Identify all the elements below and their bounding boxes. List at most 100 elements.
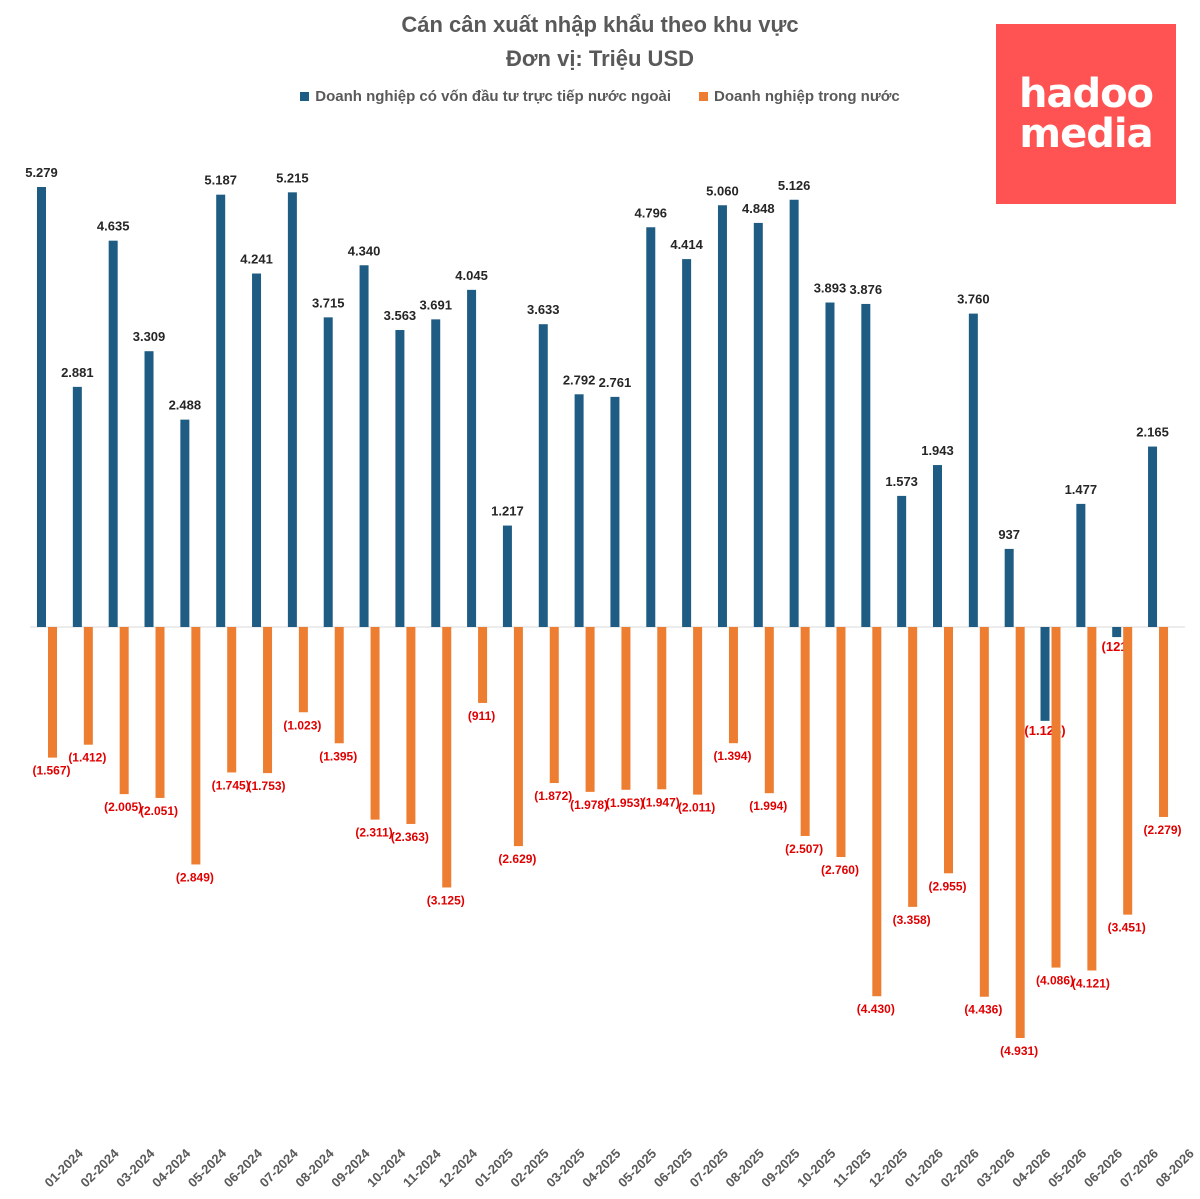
bar-fdi-07-2025 [682, 259, 692, 627]
label-domestic-07-2024: (1.753) [248, 779, 286, 793]
label-fdi-04-2025: 2.792 [563, 372, 596, 387]
logo-line-2: media [1019, 111, 1153, 157]
tick-label-11-2025: 11-2025 [830, 1146, 874, 1190]
label-fdi-08-2026: 2.165 [1136, 425, 1169, 440]
bar-fdi-08-2024 [287, 192, 297, 627]
label-fdi-01-2025: 4.045 [455, 268, 488, 283]
tick-label-08-2025: 08-2025 [722, 1146, 766, 1190]
bar-domestic-08-2026 [1159, 627, 1169, 817]
bar-fdi-03-2026 [968, 313, 978, 627]
legend-swatch-fdi [300, 92, 310, 101]
tick-label-09-2024: 09-2024 [328, 1145, 373, 1190]
label-fdi-02-2025: 1.217 [491, 504, 524, 519]
tick-label-11-2024: 11-2024 [400, 1146, 444, 1190]
label-domestic-04-2025: (1.978) [570, 798, 608, 812]
tick-label-07-2026: 07-2026 [1117, 1146, 1161, 1190]
label-domestic-08-2025: (1.394) [713, 749, 751, 763]
label-domestic-05-2024: (2.849) [176, 870, 214, 884]
tick-label-06-2026: 06-2026 [1081, 1146, 1125, 1190]
label-domestic-06-2026: (4.121) [1072, 976, 1110, 990]
label-domestic-05-2026: (4.086) [1036, 974, 1074, 988]
tick-label-12-2025: 12-2025 [866, 1146, 910, 1190]
tick-label-01-2026: 01-2026 [902, 1146, 946, 1190]
bar-fdi-08-2025 [717, 205, 727, 627]
label-domestic-01-2024: (1.567) [32, 764, 70, 778]
chart-subtitle: Đơn vị: Triệu USD [506, 46, 694, 71]
bar-domestic-10-2025 [800, 627, 810, 836]
label-domestic-01-2026: (3.358) [893, 913, 931, 927]
legend-item-fdi: Doanh nghiệp có vốn đầu tư trực tiếp nướ… [300, 88, 671, 105]
bar-fdi-06-2024 [216, 194, 226, 627]
bar-fdi-10-2024 [359, 265, 369, 627]
label-fdi-03-2025: 3.633 [527, 302, 560, 317]
label-fdi-03-2026: 3.760 [957, 292, 990, 307]
bar-domestic-12-2024 [442, 627, 452, 888]
tick-label-05-2024: 05-2024 [185, 1145, 230, 1190]
bar-fdi-04-2026 [1004, 548, 1014, 627]
tick-label-03-2024: 03-2024 [113, 1145, 158, 1190]
label-fdi-06-2026: 1.477 [1065, 482, 1098, 497]
bar-domestic-06-2024 [227, 627, 237, 773]
label-domestic-07-2026: (3.451) [1108, 921, 1146, 935]
label-fdi-08-2024: 5.215 [276, 170, 309, 185]
bar-domestic-04-2024 [155, 627, 165, 798]
bar-fdi-03-2024 [108, 240, 118, 628]
label-fdi-09-2024: 3.715 [312, 295, 345, 310]
bar-domestic-11-2024 [406, 627, 416, 824]
bar-domestic-08-2025 [728, 627, 738, 744]
label-domestic-03-2024: (2.005) [104, 800, 142, 814]
bar-domestic-11-2025 [836, 627, 846, 858]
tick-label-10-2025: 10-2025 [794, 1146, 838, 1190]
bar-domestic-02-2025 [513, 627, 523, 847]
tick-label-04-2025: 04-2025 [579, 1146, 623, 1190]
tick-label-02-2026: 02-2026 [938, 1146, 982, 1190]
bar-domestic-06-2026 [1087, 627, 1097, 971]
bar-domestic-12-2025 [872, 627, 882, 997]
bar-fdi-04-2025 [574, 394, 584, 627]
bar-domestic-03-2026 [979, 627, 989, 997]
label-fdi-02-2024: 2.881 [61, 365, 94, 380]
label-fdi-01-2024: 5.279 [25, 165, 58, 180]
label-domestic-04-2024: (2.051) [140, 804, 178, 818]
legend-swatch-domestic [699, 92, 709, 101]
label-fdi-08-2025: 5.060 [706, 183, 739, 198]
legend: Doanh nghiệp có vốn đầu tư trực tiếp nướ… [0, 88, 1200, 105]
bar-fdi-08-2026 [1148, 446, 1158, 627]
label-fdi-10-2025: 5.126 [778, 178, 811, 193]
bar-domestic-09-2025 [764, 627, 774, 794]
bar-fdi-05-2025 [610, 396, 620, 627]
tick-label-10-2024: 10-2024 [364, 1145, 409, 1190]
label-domestic-06-2024: (1.745) [212, 778, 250, 792]
tick-label-05-2026: 05-2026 [1045, 1146, 1089, 1190]
label-fdi-06-2025: 4.796 [635, 205, 668, 220]
label-domestic-02-2025: (2.629) [498, 852, 536, 866]
label-fdi-12-2024: 3.691 [419, 297, 452, 312]
label-domestic-06-2025: (1.947) [642, 795, 680, 809]
bar-domestic-07-2025 [693, 627, 703, 795]
bar-fdi-07-2024 [252, 273, 262, 627]
tick-label-06-2025: 06-2025 [651, 1146, 695, 1190]
label-domestic-12-2025: (4.430) [857, 1002, 895, 1016]
tick-label-07-2024: 07-2024 [257, 1145, 302, 1190]
label-fdi-11-2024: 3.563 [384, 308, 417, 323]
bar-domestic-02-2024 [83, 627, 93, 745]
tick-label-08-2026: 08-2026 [1153, 1146, 1197, 1190]
bar-fdi-10-2025 [789, 199, 799, 627]
label-fdi-05-2024: 2.488 [169, 398, 202, 413]
label-fdi-10-2024: 4.340 [348, 243, 381, 258]
tick-label-08-2024: 08-2024 [292, 1145, 337, 1190]
bar-domestic-03-2025 [549, 627, 559, 784]
label-domestic-10-2024: (2.311) [355, 826, 392, 840]
tick-label-04-2024: 04-2024 [149, 1145, 194, 1190]
label-domestic-08-2026: (2.279) [1144, 823, 1182, 837]
label-fdi-04-2024: 3.309 [133, 329, 166, 344]
label-domestic-11-2024: (2.363) [391, 830, 429, 844]
legend-item-domestic: Doanh nghiệp trong nước [699, 88, 900, 105]
bar-domestic-02-2026 [944, 627, 953, 874]
chart-title: Cán cân xuất nhập khẩu theo khu vực [401, 12, 799, 37]
logo-line-1: hadoo [1018, 71, 1154, 117]
label-fdi-12-2025: 3.876 [850, 282, 883, 297]
label-domestic-02-2024: (1.412) [68, 751, 106, 765]
